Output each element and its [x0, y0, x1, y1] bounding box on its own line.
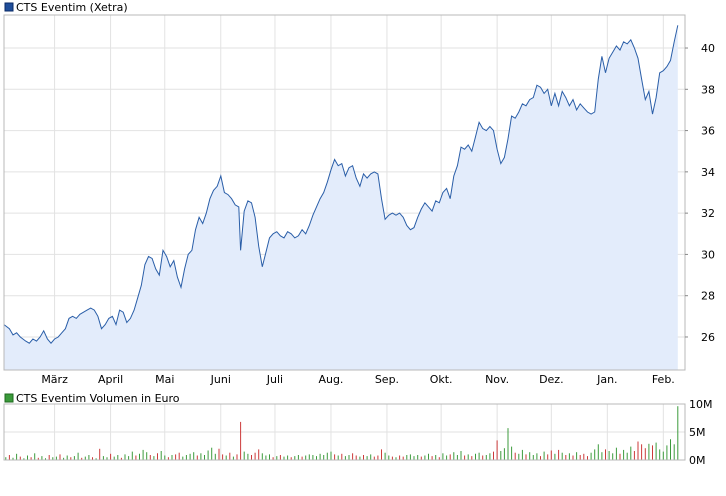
- volume-legend-label: CTS Eventim Volumen in Euro: [16, 392, 180, 405]
- price-y-tick-label: 36: [701, 125, 715, 138]
- volume-legend-swatch: [4, 393, 14, 403]
- x-tick-label: März: [41, 373, 68, 386]
- price-y-tick-label: 34: [701, 166, 715, 179]
- x-tick-label: Juni: [210, 373, 231, 386]
- volume-y-tick-label: 10M: [689, 398, 713, 411]
- price-area: [4, 25, 678, 371]
- x-tick-label: Sep.: [375, 373, 399, 386]
- x-tick-label: Okt.: [430, 373, 453, 386]
- price-y-tick-label: 38: [701, 83, 715, 96]
- price-line: [3, 25, 679, 344]
- price-y-tick-label: 32: [701, 207, 715, 220]
- volume-plot-border: [3, 403, 686, 461]
- x-tick-label: Aug.: [318, 373, 343, 386]
- volume-y-tick-label: 0M: [689, 454, 706, 467]
- price-y-tick-label: 28: [701, 290, 715, 303]
- x-tick-label: Jan.: [596, 373, 617, 386]
- x-tick-label: Mai: [155, 373, 174, 386]
- x-tick-label: April: [98, 373, 123, 386]
- price-y-tick-label: 40: [701, 42, 715, 55]
- price-y-tick-label: 26: [701, 331, 715, 344]
- price-legend-swatch: [4, 2, 14, 12]
- x-tick-label: Dez.: [539, 373, 564, 386]
- x-tick-label: Nov.: [485, 373, 509, 386]
- x-tick-label: Juli: [266, 373, 283, 386]
- x-tick-label: Feb.: [652, 373, 675, 386]
- price-plot-border: [3, 14, 686, 371]
- price-legend-label: CTS Eventim (Xetra): [16, 1, 128, 14]
- price-y-tick-label: 30: [701, 248, 715, 261]
- volume-y-tick-label: 5M: [689, 426, 706, 439]
